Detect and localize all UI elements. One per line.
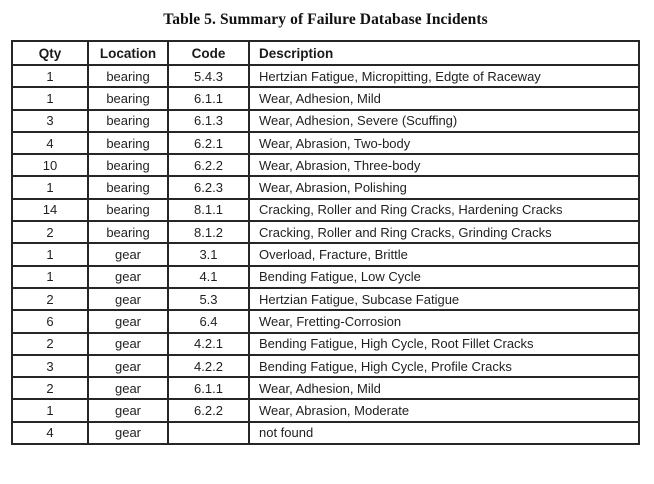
failure-incidents-table: Qty Location Code Description 1 bearing 5.…	[11, 40, 640, 446]
cell-location: bearing	[87, 130, 169, 156]
cell-qty: 1	[11, 175, 89, 200]
table-row: 1 bearing 6.1.1 Wear, Adhesion, Mild	[11, 86, 640, 111]
table-row: 3 bearing 6.1.3 Wear, Adhesion, Severe (Scu…	[11, 108, 640, 133]
cell-location: bearing	[87, 175, 169, 200]
cell-qty: 6	[11, 309, 89, 334]
cell-location: bearing	[87, 197, 169, 223]
table-row: 2 gear 6.1.1 Wear, Adhesion, Mild	[11, 376, 640, 401]
cell-description: Bending Fatigue, High Cycle, Root Fillet…	[248, 331, 640, 356]
cell-location: bearing	[87, 108, 169, 133]
table-row: 1 gear 4.1 Bending Fatigue, Low Cycle	[11, 264, 640, 289]
cell-code: 6.4	[167, 309, 250, 334]
cell-location: gear	[87, 242, 169, 267]
header-code: Code	[167, 40, 250, 66]
cell-description: Bending Fatigue, Low Cycle	[248, 264, 640, 289]
cell-description: Wear, Abrasion, Two-body	[248, 130, 640, 156]
header-description: Description	[248, 40, 640, 66]
cell-location: gear	[87, 353, 169, 379]
cell-qty: 10	[11, 153, 89, 178]
table-row: 2 bearing 8.1.2 Cracking, Roller and Ring C…	[11, 220, 640, 245]
cell-qty: 1	[11, 86, 89, 111]
cell-location: gear	[87, 331, 169, 356]
cell-qty: 2	[11, 286, 89, 312]
cell-qty: 1	[11, 398, 89, 423]
cell-description: Wear, Adhesion, Severe (Scuffing)	[248, 108, 640, 133]
cell-qty: 14	[11, 197, 89, 223]
table-row: 14 bearing 8.1.1 Cracking, Roller and Ring …	[11, 197, 640, 223]
cell-code: 8.1.2	[167, 220, 250, 245]
cell-location: bearing	[87, 86, 169, 111]
cell-code: 4.2.1	[167, 331, 250, 356]
table-body: 1 bearing 5.4.3 Hertzian Fatigue, Micropitt…	[11, 63, 640, 446]
cell-qty: 1	[11, 63, 89, 89]
cell-code: 6.1.1	[167, 86, 250, 111]
cell-location: bearing	[87, 63, 169, 89]
table-header-row: Qty Location Code Description	[11, 40, 640, 66]
table-row: 2 gear 4.2.1 Bending Fatigue, High Cycle, R…	[11, 331, 640, 356]
cell-description: Wear, Fretting-Corrosion	[248, 309, 640, 334]
table-row: 1 gear 3.1 Overload, Fracture, Brittle	[11, 242, 640, 267]
cell-location: gear	[87, 264, 169, 289]
cell-location: gear	[87, 420, 169, 446]
table-row: 2 gear 5.3 Hertzian Fatigue, Subcase Fatigu…	[11, 286, 640, 312]
cell-qty: 3	[11, 108, 89, 133]
cell-qty: 4	[11, 420, 89, 446]
cell-description: Wear, Adhesion, Mild	[248, 376, 640, 401]
cell-qty: 2	[11, 220, 89, 245]
cell-description: Wear, Abrasion, Moderate	[248, 398, 640, 423]
cell-code: 3.1	[167, 242, 250, 267]
cell-description: Hertzian Fatigue, Micropitting, Edgte of…	[248, 63, 640, 89]
cell-code: 6.1.3	[167, 108, 250, 133]
cell-description: Wear, Abrasion, Three-body	[248, 153, 640, 178]
cell-code: 8.1.1	[167, 197, 250, 223]
cell-code: 6.2.1	[167, 130, 250, 156]
table-row: 1 bearing 5.4.3 Hertzian Fatigue, Micropitt…	[11, 63, 640, 89]
header-qty: Qty	[11, 40, 89, 66]
cell-location: gear	[87, 286, 169, 312]
cell-description: Wear, Adhesion, Mild	[248, 86, 640, 111]
cell-description: Cracking, Roller and Ring Cracks, Grindi…	[248, 220, 640, 245]
table-row: 4 gear not found	[11, 420, 640, 446]
cell-code: 4.1	[167, 264, 250, 289]
cell-code: 6.2.2	[167, 398, 250, 423]
cell-description: Wear, Abrasion, Polishing	[248, 175, 640, 200]
cell-description: Overload, Fracture, Brittle	[248, 242, 640, 267]
cell-qty: 1	[11, 264, 89, 289]
cell-description: Cracking, Roller and Ring Cracks, Harden…	[248, 197, 640, 223]
table-row: 10 bearing 6.2.2 Wear, Abrasion, Three-body	[11, 153, 640, 178]
cell-location: gear	[87, 398, 169, 423]
cell-code	[167, 420, 250, 446]
cell-description: Bending Fatigue, High Cycle, Profile Cra…	[248, 353, 640, 379]
cell-qty: 4	[11, 130, 89, 156]
table-row: 1 bearing 6.2.3 Wear, Abrasion, Polishing	[11, 175, 640, 200]
cell-qty: 2	[11, 331, 89, 356]
cell-location: gear	[87, 309, 169, 334]
table-row: 3 gear 4.2.2 Bending Fatigue, High Cycle, P…	[11, 353, 640, 379]
cell-qty: 2	[11, 376, 89, 401]
cell-description: not found	[248, 420, 640, 446]
table-row: 4 bearing 6.2.1 Wear, Abrasion, Two-body	[11, 130, 640, 156]
table-row: 1 gear 6.2.2 Wear, Abrasion, Moderate	[11, 398, 640, 423]
cell-qty: 3	[11, 353, 89, 379]
cell-code: 5.4.3	[167, 63, 250, 89]
cell-code: 5.3	[167, 286, 250, 312]
cell-location: bearing	[87, 153, 169, 178]
table-caption: Table 5. Summary of Failure Database Inc…	[163, 11, 488, 28]
cell-qty: 1	[11, 242, 89, 267]
cell-location: bearing	[87, 220, 169, 245]
cell-code: 6.1.1	[167, 376, 250, 401]
table-row: 6 gear 6.4 Wear, Fretting-Corrosion	[11, 309, 640, 334]
cell-code: 6.2.2	[167, 153, 250, 178]
header-location: Location	[87, 40, 169, 66]
cell-location: gear	[87, 376, 169, 401]
cell-code: 6.2.3	[167, 175, 250, 200]
cell-description: Hertzian Fatigue, Subcase Fatigue	[248, 286, 640, 312]
cell-code: 4.2.2	[167, 353, 250, 379]
